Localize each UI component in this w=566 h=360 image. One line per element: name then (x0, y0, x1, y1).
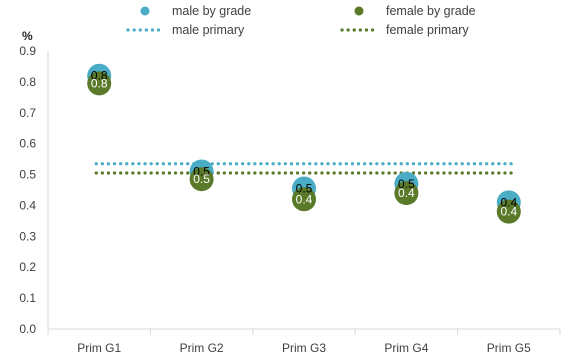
x-tick-label: Prim G2 (180, 341, 224, 355)
legend-item-male-primary: male primary (126, 23, 245, 37)
y-tick-label: 0.5 (19, 168, 36, 182)
y-tick-label: 0.0 (19, 322, 36, 336)
legend-item-male-by-grade: male by grade (140, 4, 251, 18)
legend-label: female by grade (386, 4, 476, 18)
x-tick-label: Prim G4 (384, 341, 428, 355)
male-by-grade-labels: 0.80.50.5 0.50.4 (91, 69, 518, 210)
data-label: 0.5 (398, 177, 415, 191)
y-tick-label: 0.4 (19, 198, 36, 212)
y-tick-label: 0.7 (19, 106, 36, 120)
y-tick-label: 0.2 (19, 260, 36, 274)
y-tick-label: 0.3 (19, 229, 36, 243)
data-label: 0.4 (296, 192, 313, 206)
data-label: 0.5 (193, 164, 210, 178)
data-label: 0.8 (91, 69, 108, 83)
data-point (292, 187, 316, 212)
data-point (87, 71, 112, 96)
y-tick-label: 0.9 (19, 44, 36, 58)
data-label: 0.4 (500, 195, 517, 209)
x-tick-label: Prim G5 (487, 341, 531, 355)
legend-label: male primary (172, 23, 245, 37)
data-point (496, 199, 521, 224)
legend-marker (354, 6, 364, 16)
data-point (189, 167, 214, 192)
legend-label: female primary (386, 23, 469, 37)
legend-label: male by grade (172, 4, 251, 18)
y-tick-label: 0.6 (19, 137, 36, 151)
y-unit-label: % (22, 29, 33, 43)
x-tick-label: Prim G3 (282, 341, 326, 355)
legend-item-female-by-grade: female by grade (354, 4, 476, 18)
y-tick-label: 0.8 (19, 75, 36, 89)
female-by-grade-series (87, 71, 521, 224)
female-by-grade-labels: 0.80.50.4 0.40.4 (91, 76, 518, 218)
data-point (394, 181, 419, 206)
data-label: 0.8 (91, 76, 108, 90)
legend: male by grade female by grade male primary… (126, 4, 476, 37)
data-label: 0.4 (398, 186, 415, 200)
x-tick-label: Prim G1 (77, 341, 121, 355)
y-tick-label: 0.1 (19, 291, 36, 305)
legend-item-female-primary: female primary (340, 23, 469, 37)
plot-area: 0.80.50.5 0.50.40.80.50.4 0.40.4 (87, 63, 521, 224)
legend-marker (140, 6, 150, 16)
data-label: 0.5 (296, 181, 313, 195)
data-label: 0.5 (193, 172, 210, 186)
data-label: 0.4 (500, 205, 517, 219)
